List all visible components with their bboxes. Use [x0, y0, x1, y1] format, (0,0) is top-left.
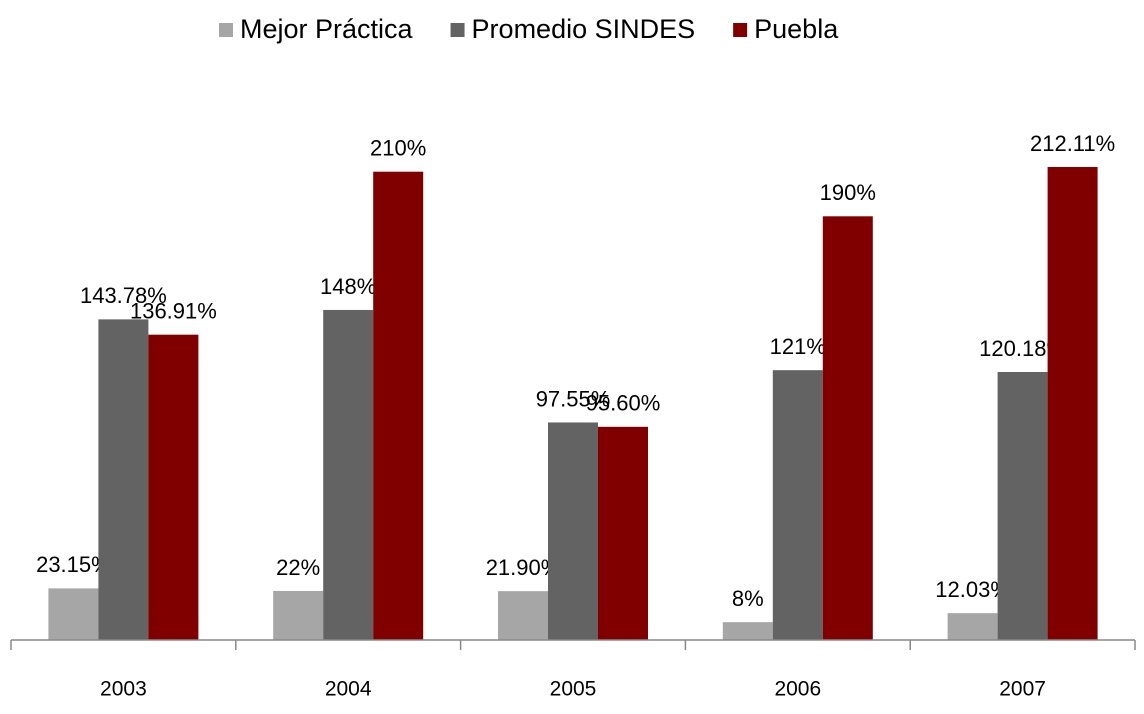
value-label: 22% — [276, 555, 320, 580]
bar — [1047, 167, 1098, 640]
value-label: 148% — [320, 274, 376, 299]
bar — [997, 372, 1048, 640]
x-tick-label: 2003 — [100, 678, 147, 701]
legend-label: Puebla — [754, 14, 839, 44]
bar — [98, 319, 149, 640]
legend-swatch — [733, 23, 748, 37]
value-label: 8% — [732, 586, 764, 611]
legend-swatch — [219, 23, 233, 37]
x-tick-label: 2005 — [550, 678, 597, 701]
bar — [48, 588, 99, 640]
x-tick-label: 2007 — [999, 678, 1046, 701]
bar — [148, 334, 199, 640]
legend-swatch — [450, 23, 465, 37]
value-label: 190% — [820, 180, 876, 205]
bar — [772, 370, 823, 640]
bar — [947, 613, 998, 640]
bar — [373, 171, 424, 640]
bar — [598, 426, 648, 640]
value-label: 23.15% — [36, 552, 111, 577]
legend-label: Promedio SINDES — [472, 14, 696, 44]
bar — [273, 590, 324, 640]
x-tick-label: 2006 — [774, 678, 821, 701]
value-label: 136.91% — [130, 299, 217, 324]
bar — [498, 591, 548, 640]
bar — [822, 216, 873, 640]
value-label: 121% — [770, 334, 826, 359]
x-tick-label: 2004 — [325, 678, 372, 701]
value-label: 95.60% — [586, 391, 661, 416]
bar — [548, 422, 598, 640]
value-label: 21.90% — [486, 555, 561, 580]
bar — [323, 309, 374, 640]
legend-label: Mejor Práctica — [240, 14, 414, 44]
value-label: 12.03% — [935, 577, 1010, 602]
value-label: 212.11% — [1030, 131, 1115, 156]
value-label: 143.78% — [80, 283, 167, 308]
value-label: 210% — [370, 136, 426, 161]
bar — [722, 622, 773, 640]
value-label: 97.55% — [536, 386, 611, 411]
